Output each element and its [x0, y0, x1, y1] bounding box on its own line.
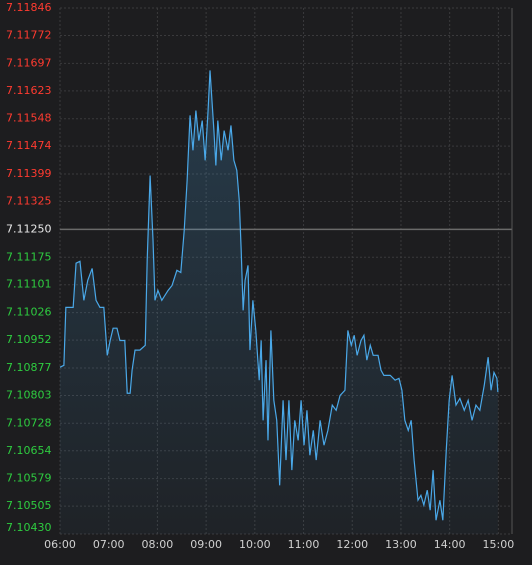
y-tick-label: 7.11101 [6, 278, 52, 291]
x-tick-label: 13:00 [385, 538, 417, 551]
x-tick-label: 11:00 [288, 538, 320, 551]
y-tick-label: 7.10430 [6, 521, 52, 534]
y-tick-label: 7.10877 [6, 361, 52, 374]
x-tick-label: 14:00 [434, 538, 466, 551]
y-tick-label: 7.10505 [6, 499, 52, 512]
y-tick-label: 7.11325 [6, 195, 52, 208]
y-tick-label: 7.11474 [6, 139, 52, 152]
y-tick-label: 7.11026 [6, 306, 52, 319]
y-tick-label: 7.10579 [6, 472, 52, 485]
x-tick-label: 12:00 [336, 538, 368, 551]
x-tick-label: 15:00 [483, 538, 515, 551]
y-tick-label: 7.10654 [6, 444, 52, 457]
y-tick-label: 7.10803 [6, 388, 52, 401]
x-tick-label: 07:00 [93, 538, 125, 551]
y-tick-label: 7.11250 [6, 222, 52, 235]
y-tick-label: 7.10728 [6, 416, 52, 429]
y-tick-label: 7.10952 [6, 333, 52, 346]
y-tick-label: 7.11697 [6, 56, 52, 69]
y-tick-label: 7.11175 [6, 250, 52, 263]
x-tick-label: 10:00 [239, 538, 271, 551]
x-tick-label: 06:00 [44, 538, 76, 551]
price-line [59, 70, 499, 521]
y-tick-label: 7.11399 [6, 167, 52, 180]
y-tick-label: 7.11623 [6, 84, 52, 97]
area [60, 70, 498, 535]
y-tick-label: 7.11772 [6, 28, 52, 41]
x-tick-label: 09:00 [190, 538, 222, 551]
y-tick-label: 7.11846 [6, 1, 52, 14]
x-tick-label: 08:00 [142, 538, 174, 551]
y-tick-label: 7.11548 [6, 112, 52, 125]
